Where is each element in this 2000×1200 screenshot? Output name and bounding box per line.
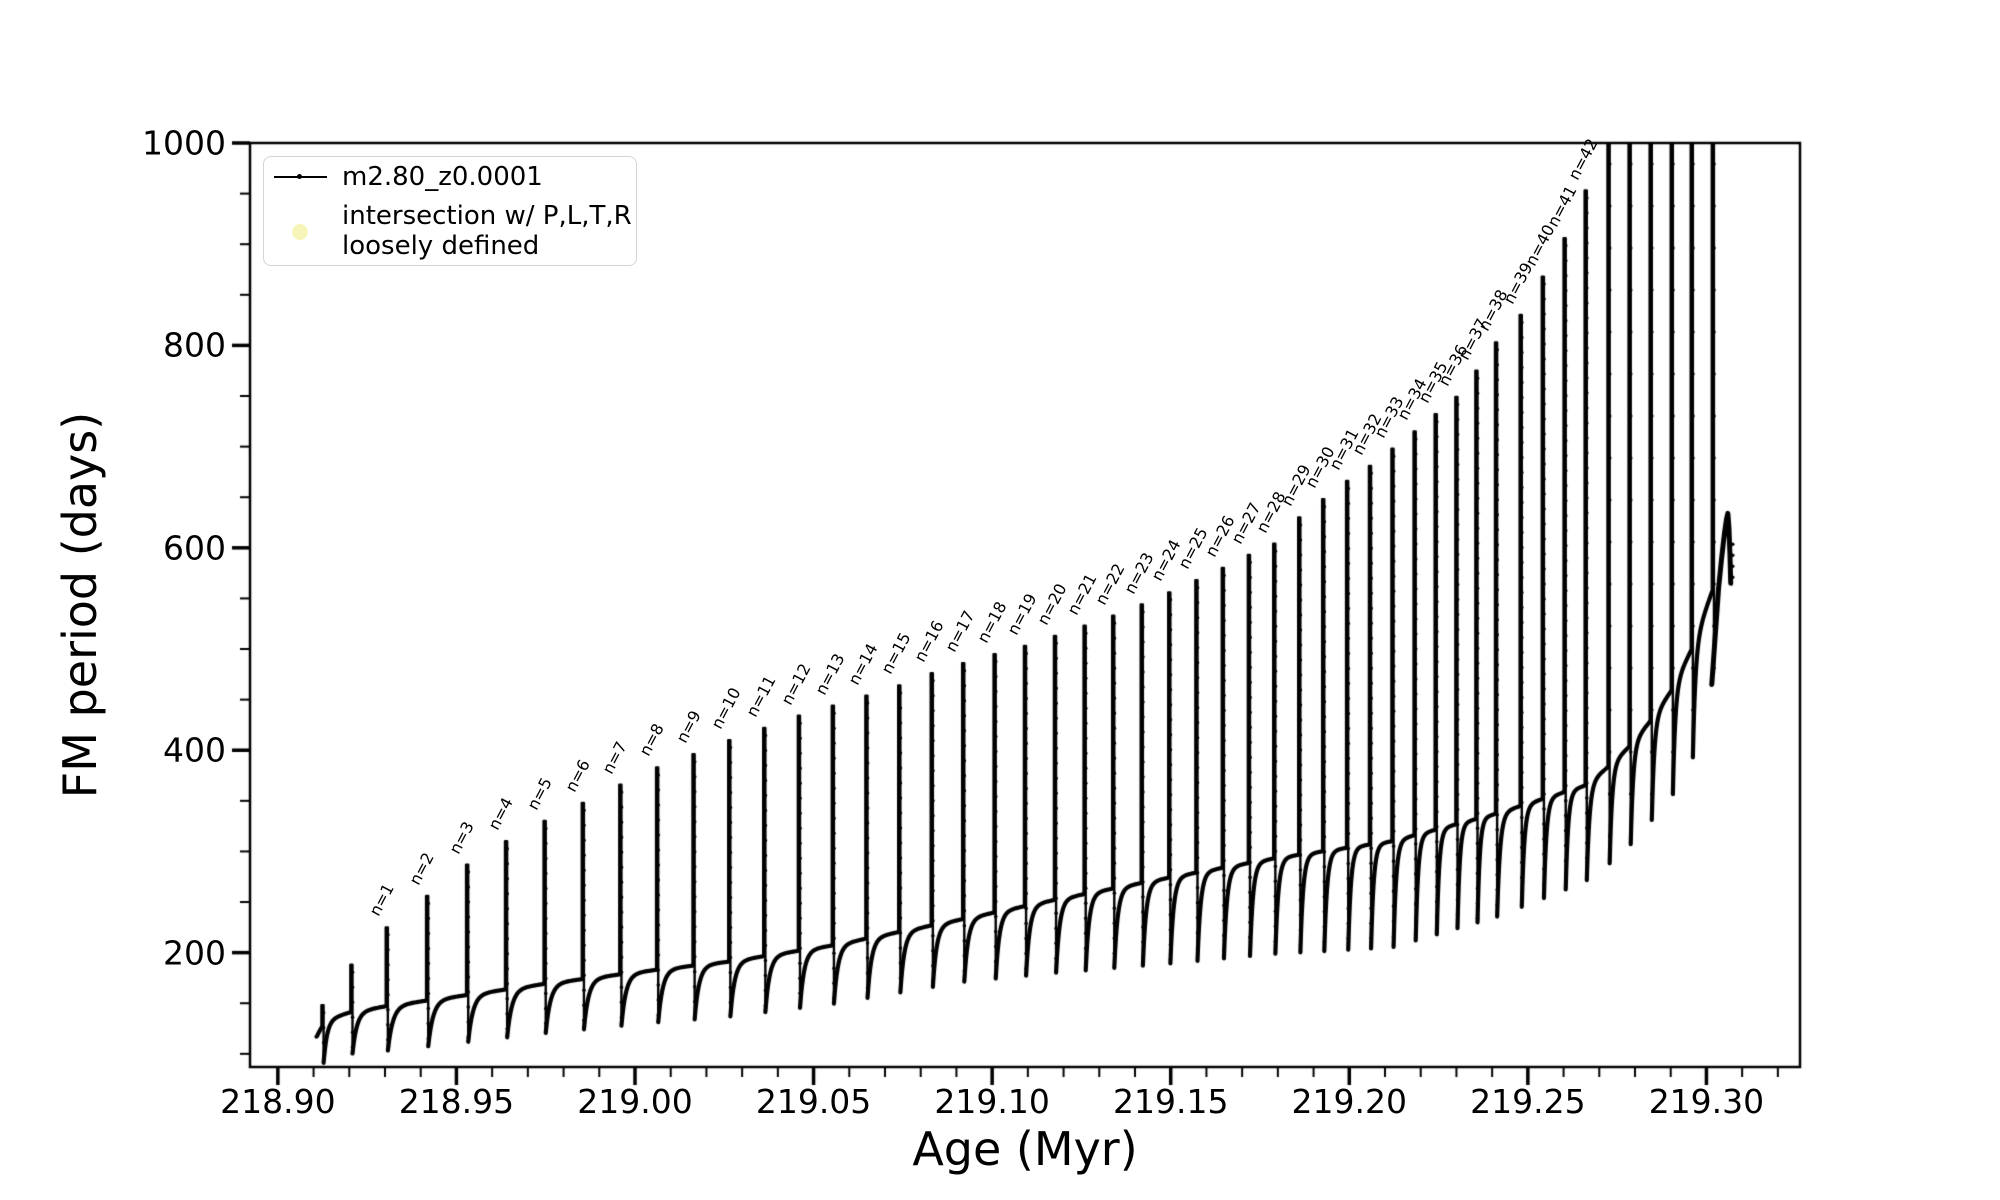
x-tick-label: 219.15 xyxy=(1112,1082,1229,1121)
y-tick-label: 600 xyxy=(163,528,226,568)
legend: m2.80_z0.0001 intersection w/ P,L,T,R lo… xyxy=(263,156,637,266)
x-tick-label: 219.00 xyxy=(577,1082,693,1121)
legend-entry-intersection-label: intersection w/ P,L,T,R loosely defined xyxy=(342,201,632,261)
x-tick-label: 219.30 xyxy=(1648,1082,1765,1121)
x-tick-label: 218.90 xyxy=(220,1082,336,1121)
legend-intersection-marker-icon xyxy=(292,224,308,240)
x-axis-title: Age (Myr) xyxy=(912,1122,1138,1176)
x-tick-label: 218.95 xyxy=(398,1082,515,1121)
legend-intersection-line1: intersection w/ P,L,T,R xyxy=(342,201,632,231)
x-tick-label: 219.05 xyxy=(755,1082,872,1121)
y-tick-label: 400 xyxy=(163,730,226,770)
x-tick-label: 219.25 xyxy=(1470,1082,1586,1121)
y-tick-label: 200 xyxy=(163,933,226,973)
y-tick-label: 1000 xyxy=(142,123,226,163)
x-tick-label: 219.10 xyxy=(934,1082,1050,1121)
legend-entry-series-label: m2.80_z0.0001 xyxy=(342,162,543,192)
x-tick-label: 219.20 xyxy=(1291,1082,1408,1121)
y-tick-label: 800 xyxy=(163,325,226,365)
legend-intersection-line2: loosely defined xyxy=(342,231,540,261)
y-axis-title: FM period (days) xyxy=(53,411,107,799)
legend-line-marker-dot xyxy=(297,174,302,179)
